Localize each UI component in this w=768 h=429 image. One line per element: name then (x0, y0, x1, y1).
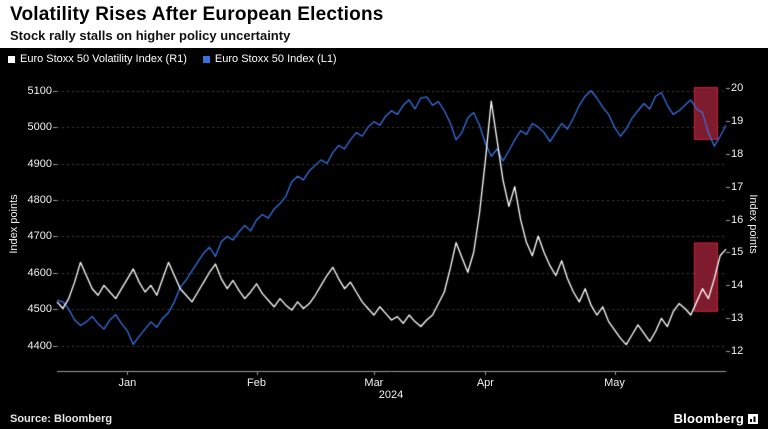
x-axis-month-label: Mar (364, 377, 384, 389)
left-axis-tick-label: 4900 (27, 157, 52, 170)
x-axis-month-label: Jan (118, 377, 137, 389)
x-axis-month-label: Apr (476, 377, 494, 389)
chart-area: 4400 4500 4600 4700 4800 4900 5000 5100 12 13 14 15… (0, 66, 768, 408)
right-axis-title: Index points (747, 194, 759, 254)
left-axis-tick-label: 5000 (27, 121, 52, 134)
left-axis-tick-label: 4600 (27, 266, 52, 279)
right-axis-tick-label: 13 (731, 312, 744, 325)
legend-label-volatility: Euro Stoxx 50 Volatility Index (R1) (20, 53, 187, 65)
bloomberg-logo: Bloomberg (674, 411, 758, 426)
left-axis-tick-label: 4700 (27, 230, 52, 243)
left-axis-tick-label: 5100 (27, 84, 52, 97)
left-axis-tick-label: 4400 (27, 339, 52, 352)
x-axis-month-label: Feb (247, 377, 266, 389)
right-axis-tick-label: 15 (731, 246, 744, 259)
source-attribution: Source: Bloomberg (10, 412, 113, 425)
x-axis-year-label: 2024 (378, 389, 404, 401)
chart-footer: Source: Bloomberg Bloomberg (0, 408, 768, 429)
legend-item-volatility: Euro Stoxx 50 Volatility Index (R1) (8, 53, 187, 65)
chart-legend: Euro Stoxx 50 Volatility Index (R1) Euro… (0, 48, 768, 66)
left-axis-title: Index points (8, 194, 20, 254)
right-axis-tick-label: 17 (731, 180, 744, 193)
bloomberg-logo-text: Bloomberg (673, 411, 744, 426)
right-axis-tick-label: 18 (731, 147, 744, 160)
legend-item-index: Euro Stoxx 50 Index (L1) (202, 53, 337, 65)
right-axis-tick-label: 19 (731, 114, 744, 127)
x-axis-month-label: May (604, 377, 625, 389)
chart-header: Volatility Rises After European Election… (0, 0, 768, 48)
line-chart-canvas (0, 66, 768, 408)
chart-subtitle: Stock rally stalls on higher policy unce… (10, 28, 291, 43)
left-axis-tick-label: 4500 (27, 303, 52, 316)
right-axis-tick-label: 12 (731, 345, 744, 358)
legend-label-index: Euro Stoxx 50 Index (L1) (214, 53, 337, 65)
legend-swatch-blue-icon (202, 55, 210, 63)
legend-swatch-white-icon (8, 55, 15, 63)
bloomberg-logo-icon (748, 413, 758, 424)
right-axis-tick-label: 14 (731, 279, 744, 292)
right-axis-tick-label: 16 (731, 213, 744, 226)
right-axis-tick-label: 20 (731, 81, 744, 94)
left-axis-tick-label: 4800 (27, 193, 52, 206)
chart-title: Volatility Rises After European Election… (10, 4, 384, 25)
